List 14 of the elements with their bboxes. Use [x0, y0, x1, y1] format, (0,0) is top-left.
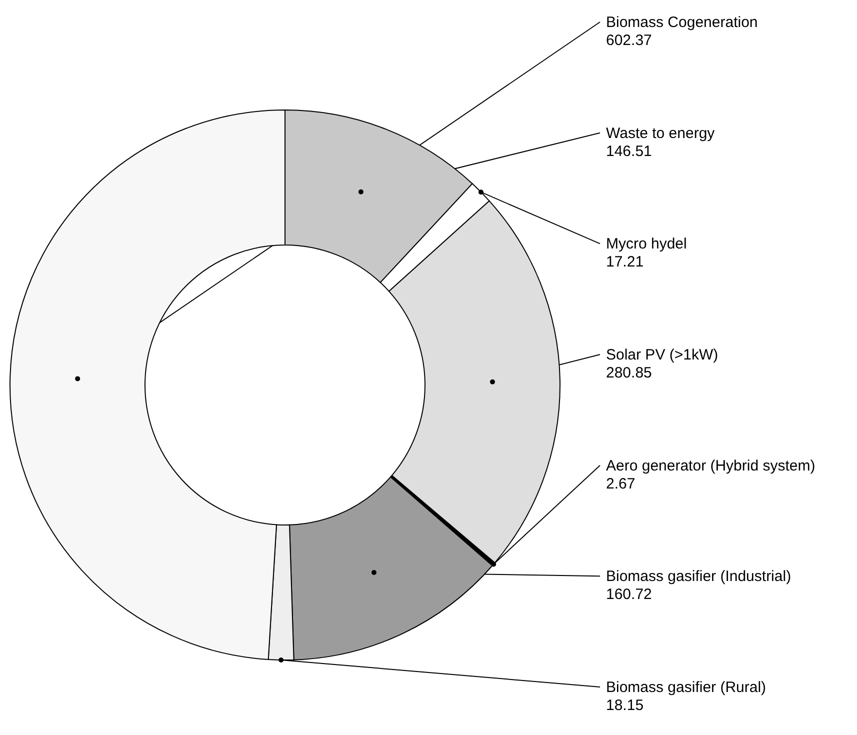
- slice-label: Biomass gasifier (Rural): [606, 679, 766, 696]
- data-label: 146.51: [606, 142, 652, 160]
- data-label: 2.67: [606, 475, 636, 492]
- slice-label: Aero generator (Hybrid system): [606, 457, 816, 474]
- slice-label: Waste to energy: [606, 124, 716, 142]
- slice-label: Mycro hydel: [606, 236, 687, 253]
- slice-label: Biomass Cogeneration: [606, 14, 758, 31]
- data-label: 160.72: [606, 586, 652, 604]
- data-label: 602.37: [606, 32, 652, 49]
- data-label: 280.85: [606, 364, 652, 382]
- slice-label: Biomass gasifier (Industrial): [606, 568, 792, 586]
- data-label: 18.15: [606, 697, 644, 714]
- slice-label: Solar PV (>1kW): [606, 346, 718, 364]
- data-label: 17.21: [606, 254, 644, 271]
